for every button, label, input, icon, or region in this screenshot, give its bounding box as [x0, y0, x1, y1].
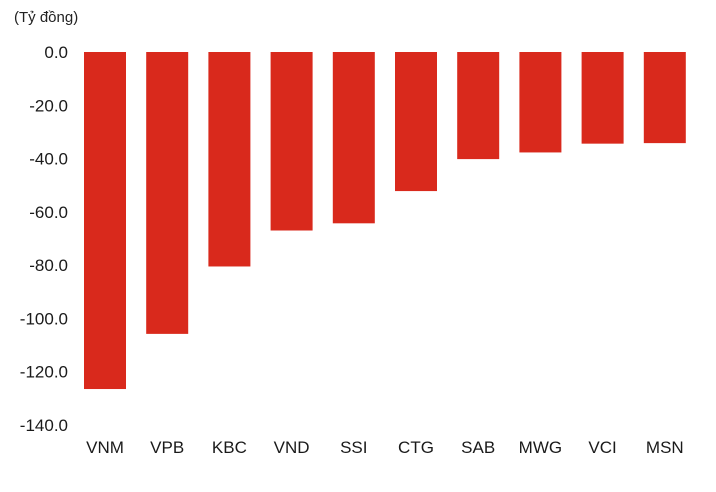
y-axis: 0.0 -20.0 -40.0 -60.0 -80.0 -100.0 -120.0 -140.…: [20, 43, 68, 435]
bar-vpb: [146, 52, 189, 334]
x-category-label: KBC: [212, 438, 247, 457]
x-category-label: VPB: [150, 438, 184, 457]
y-tick-label: -140.0: [20, 416, 68, 435]
bar-vci: [581, 52, 624, 144]
bar-ssi: [332, 52, 375, 224]
y-tick-label: -80.0: [29, 256, 68, 275]
x-category-label: CTG: [398, 438, 434, 457]
bar-ctg: [395, 52, 437, 192]
bar-vnm: [84, 52, 126, 390]
x-category-label: SAB: [461, 438, 495, 457]
y-tick-label: 0.0: [44, 43, 68, 62]
bar-kbc: [208, 52, 251, 267]
y-tick-label: -100.0: [20, 309, 68, 328]
y-tick-label: -20.0: [29, 96, 68, 115]
bar-msn: [643, 52, 686, 144]
bar-sab: [457, 52, 500, 160]
bar-mwg: [519, 52, 562, 153]
bar-vnd: [270, 52, 313, 231]
y-tick-label: -40.0: [29, 150, 68, 169]
y-tick-label: -60.0: [29, 203, 68, 222]
x-category-label: VNM: [86, 438, 124, 457]
x-category-label: SSI: [340, 438, 367, 457]
y-tick-label: -120.0: [20, 363, 68, 382]
unit-label: (Tỷ đồng): [14, 9, 78, 26]
x-axis: VNM VPB KBC VND SSI CTG SAB MWG VCI MSN: [86, 438, 684, 457]
x-category-label: VND: [274, 438, 310, 457]
x-category-label: MWG: [519, 438, 562, 457]
x-category-label: VCI: [588, 438, 616, 457]
bars: [84, 52, 686, 390]
x-category-label: MSN: [646, 438, 684, 457]
